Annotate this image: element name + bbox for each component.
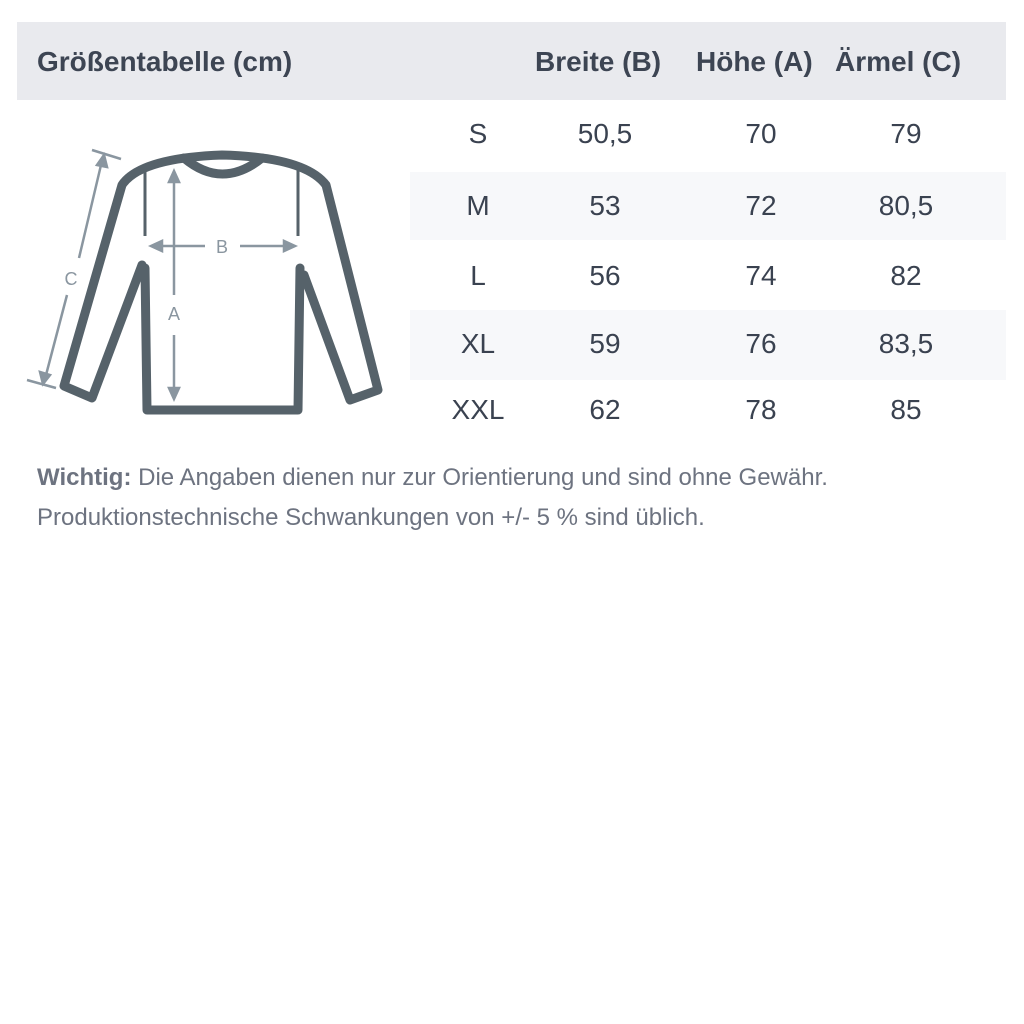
measure-cell: 62 xyxy=(589,394,621,425)
row-band xyxy=(410,310,1006,380)
measure-cell: 82 xyxy=(890,260,922,291)
measure-cell: 53 xyxy=(589,190,621,221)
measure-cell: 85 xyxy=(890,394,922,425)
col-header-width: Breite (B) xyxy=(535,46,662,77)
sweater-icon: A B C xyxy=(26,148,383,415)
table-header: Größentabelle (cm) Breite (B) Höhe (A) Ä… xyxy=(17,22,1006,100)
measure-cell: 78 xyxy=(745,394,777,425)
note-bold: Wichtig: xyxy=(37,464,132,491)
measure-cell: 72 xyxy=(745,190,777,221)
measure-cell: 56 xyxy=(589,260,621,291)
measure-cell: 70 xyxy=(745,118,777,149)
note-line-1: Wichtig: Die Angaben dienen nur zur Orie… xyxy=(37,464,828,492)
table-title: Größentabelle (cm) xyxy=(37,46,293,77)
measure-cell: 83,5 xyxy=(878,328,934,359)
size-label: L xyxy=(470,260,486,291)
measure-cell: 80,5 xyxy=(878,190,934,221)
label-b: B xyxy=(216,237,228,257)
note-line-2: Produktionstechnische Schwankungen von +… xyxy=(37,504,705,531)
row-band xyxy=(410,172,1006,240)
size-label: M xyxy=(466,190,490,221)
label-c: C xyxy=(65,269,78,289)
label-a: A xyxy=(168,304,180,324)
size-label: XL xyxy=(460,328,496,359)
size-label: S xyxy=(468,118,488,149)
measure-cell: 59 xyxy=(589,328,621,359)
col-header-sleeve: Ärmel (C) xyxy=(835,46,962,77)
measure-cell: 76 xyxy=(745,328,777,359)
measure-cell: 79 xyxy=(890,118,922,149)
col-header-height: Höhe (A) xyxy=(696,46,813,77)
sweater-collar xyxy=(179,153,267,179)
note-text: Die Angaben dienen nur zur Orientierung … xyxy=(131,464,828,491)
measure-cell: 50,5 xyxy=(577,118,633,149)
sweater-outline xyxy=(59,150,383,415)
measure-cell: 74 xyxy=(745,260,777,291)
size-label: XXL xyxy=(451,394,505,425)
